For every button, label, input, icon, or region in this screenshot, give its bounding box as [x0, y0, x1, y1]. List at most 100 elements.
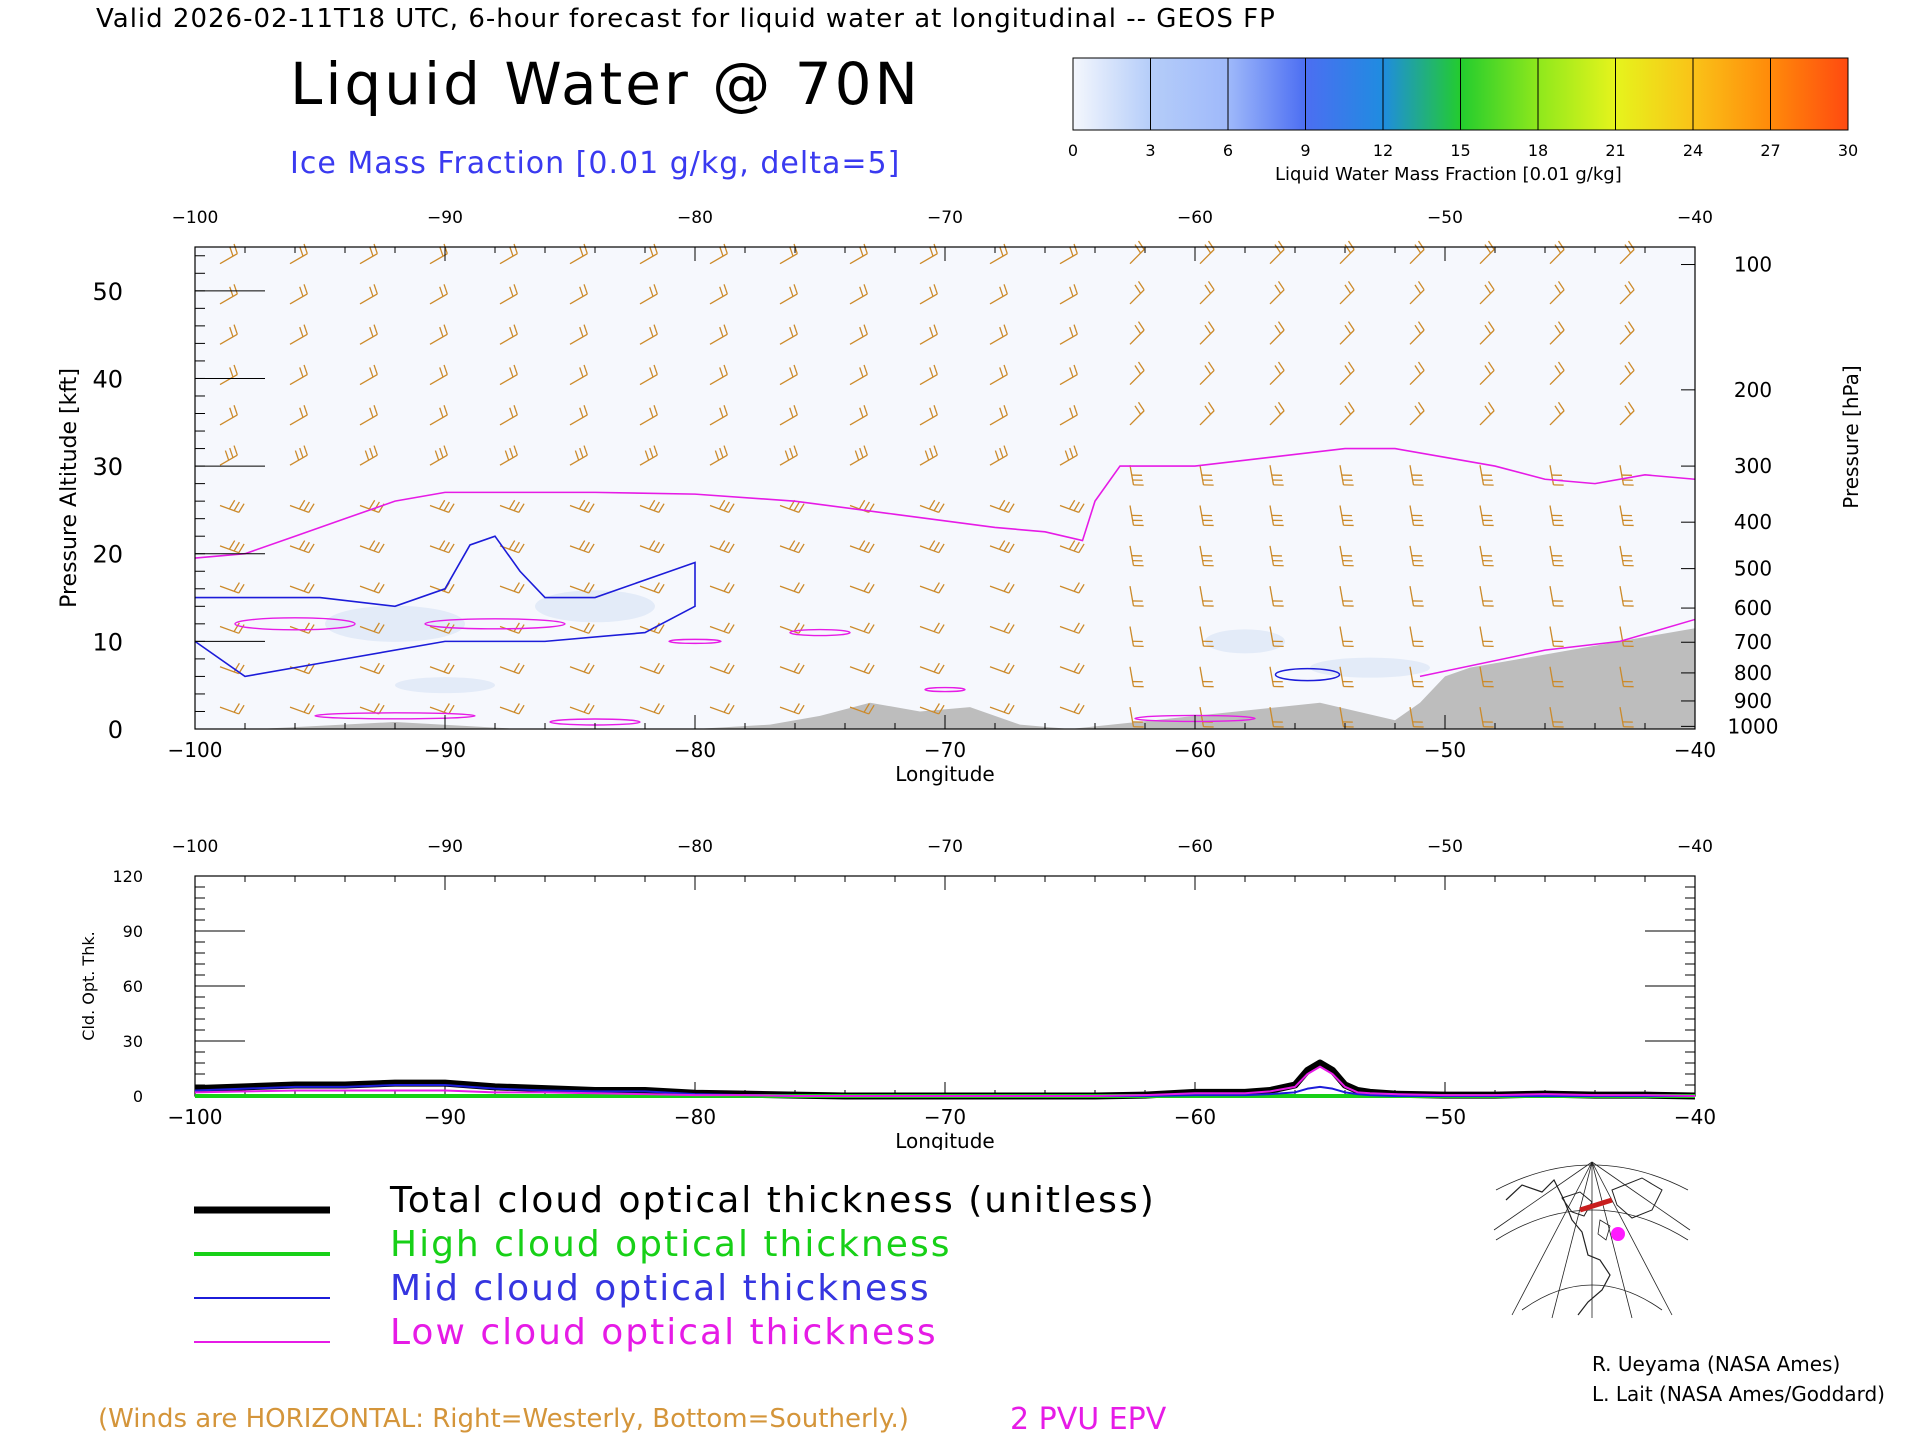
wind-barb: [919, 703, 945, 715]
wind-barb: [1409, 545, 1424, 567]
wind-barb: [1409, 465, 1424, 486]
wind-barb: [849, 445, 868, 466]
colorbar-cell: [1072, 57, 1151, 131]
wind-barb: [1129, 240, 1145, 265]
liquid-water-patch: [1205, 629, 1285, 654]
x-axis-label: Longitude: [895, 1129, 994, 1150]
wind-barb: [1619, 401, 1635, 426]
wind-barb: [1479, 321, 1495, 345]
wind-barb: [569, 324, 588, 345]
wind-barb: [639, 703, 665, 715]
wind-barb: [219, 324, 238, 345]
wind-barb: [1269, 545, 1284, 567]
x-tick-label: −50: [1424, 738, 1466, 762]
y-tick-label: 90: [123, 922, 143, 941]
wind-barb: [1339, 666, 1354, 688]
wind-barb: [1409, 586, 1424, 607]
credit-1: R. Ueyama (NASA Ames): [1592, 1352, 1841, 1376]
wind-barb: [1409, 626, 1424, 648]
terrain: [195, 628, 1695, 729]
wind-barb: [1059, 405, 1078, 426]
wind-barb: [1479, 465, 1494, 486]
pressure-tick-label: 100: [1734, 253, 1772, 277]
wind-barb: [359, 324, 378, 345]
wind-barb: [989, 243, 1008, 265]
epv-contour: [314, 712, 476, 720]
wind-barb: [849, 364, 868, 386]
wind-barb: [499, 540, 525, 554]
wind-barb: [569, 582, 595, 594]
y-tick-label: 30: [123, 1032, 143, 1051]
wind-barb: [919, 284, 938, 305]
y-axis-label: Pressure Altitude [kft]: [57, 368, 82, 608]
x-tick-label: −70: [924, 1105, 966, 1129]
wind-barb: [779, 703, 805, 715]
colorbar-tick-label: 9: [1300, 141, 1310, 160]
wind-barb: [709, 405, 728, 426]
wind-barb: [1619, 321, 1635, 345]
credit-2: L. Lait (NASA Ames/Goddard): [1592, 1382, 1885, 1406]
wind-barb: [1619, 545, 1634, 567]
wind-barb: [1619, 240, 1635, 265]
wind-barb: [989, 445, 1008, 466]
wind-barb: [1339, 240, 1355, 265]
x-tick-label: −100: [168, 738, 223, 762]
chart-title: Liquid Water @ 70N: [290, 50, 921, 118]
colorbar-tick-label: 27: [1760, 141, 1780, 160]
wind-barb: [1339, 321, 1355, 345]
wind-barb: [429, 499, 455, 513]
wind-barb: [289, 324, 308, 345]
colorbar-tick-label: 3: [1145, 141, 1155, 160]
colorbar-cell: [1305, 57, 1384, 131]
wind-barb: [639, 445, 658, 466]
epv-contour: [668, 638, 722, 645]
wind-barb: [1479, 240, 1495, 265]
wind-barb: [779, 284, 798, 305]
wind-barb: [1269, 706, 1284, 728]
legend-mid: Mid cloud optical thickness: [390, 1268, 931, 1309]
wind-barb: [1269, 401, 1285, 426]
x-tick-label-top: −50: [1427, 208, 1463, 228]
y-tick-label: 60: [123, 977, 143, 996]
wind-barb: [919, 445, 938, 466]
wind-barb: [1549, 706, 1564, 728]
wind-barb: [1199, 401, 1215, 426]
wind-barb: [1409, 321, 1425, 345]
wind-barb: [1059, 622, 1085, 634]
wind-barb: [289, 445, 308, 466]
wind-barb: [1269, 361, 1285, 386]
wind-barb: [639, 405, 658, 426]
wind-barb: [919, 405, 938, 426]
winds-note: (Winds are HORIZONTAL: Right=Westerly, B…: [98, 1404, 909, 1434]
wind-barb: [779, 445, 798, 466]
x-tick-label-top: −60: [1177, 208, 1213, 228]
epv-contour: [924, 686, 966, 693]
wind-barb: [989, 364, 1008, 386]
x-tick-label-top: −90: [427, 208, 463, 228]
colorbar-cell: [1615, 57, 1694, 131]
wind-barb: [1199, 666, 1214, 688]
wind-barb: [849, 582, 875, 594]
wind-barb: [919, 364, 938, 386]
wind-barb: [499, 405, 518, 426]
wind-barb: [1339, 361, 1355, 386]
wind-barb: [499, 703, 525, 715]
wind-barb: [359, 662, 385, 675]
wind-barb: [1479, 401, 1495, 426]
wind-barb: [1549, 361, 1565, 386]
wind-barb: [1619, 586, 1634, 607]
wind-barb: [569, 703, 595, 715]
pressure-tick-label: 500: [1734, 557, 1772, 581]
wind-barb: [569, 622, 595, 634]
pressure-tick-label: 400: [1734, 510, 1772, 534]
wind-barb: [709, 622, 735, 634]
wind-barb: [849, 622, 875, 634]
wind-barb: [639, 284, 658, 305]
wind-barb: [1059, 582, 1085, 594]
wind-barb: [1409, 280, 1425, 305]
wind-barb: [1549, 626, 1564, 648]
wind-barb: [1059, 243, 1078, 265]
wind-barb: [1269, 321, 1285, 345]
wind-barb: [779, 324, 798, 345]
x-tick-label: −40: [1674, 738, 1716, 762]
